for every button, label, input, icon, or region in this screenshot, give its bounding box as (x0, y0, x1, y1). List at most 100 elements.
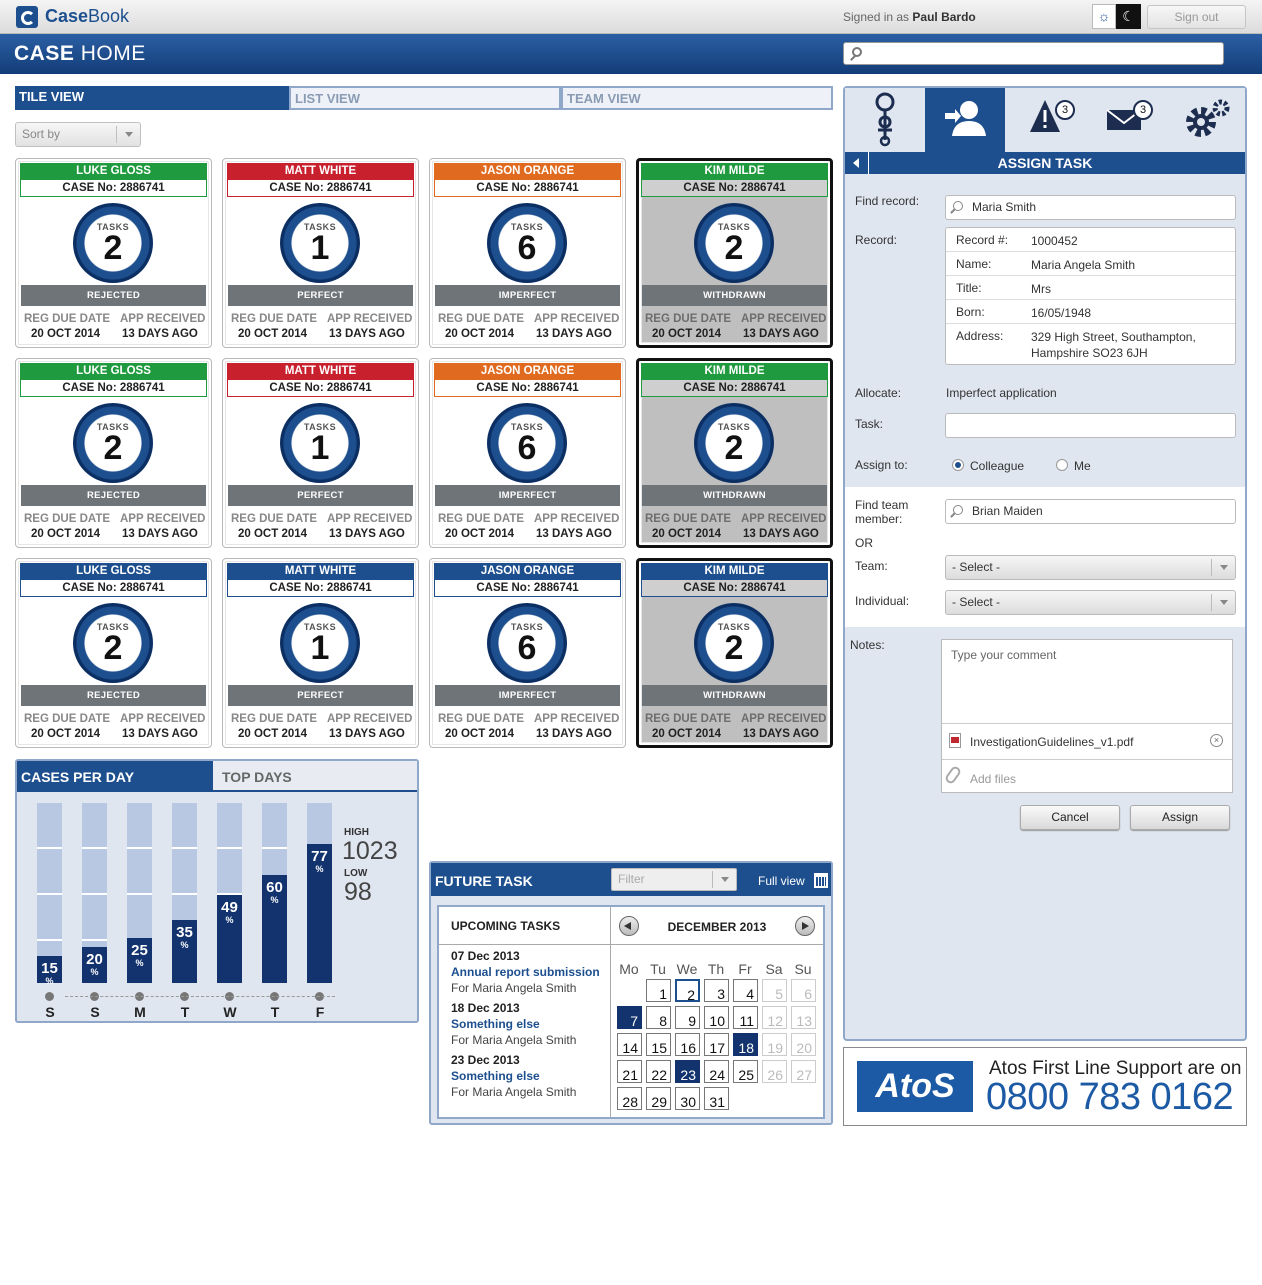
case-tile[interactable]: MATT WHITE CASE No: 2886741 TASKS 1 PERFECT R… (222, 158, 419, 348)
sort-by-select[interactable]: Sort by (15, 122, 141, 147)
assign-button[interactable]: Assign (1130, 805, 1230, 830)
record-details: Record #: 1000452 Name: Maria Angela Smith T… (945, 227, 1236, 365)
calendar-day[interactable]: 31 (704, 1087, 729, 1110)
team-select[interactable]: - Select - (945, 555, 1236, 580)
tile-client-name: LUKE GLOSS (20, 163, 207, 179)
task-title[interactable]: Something else (451, 1069, 540, 1083)
calendar-day[interactable]: 13 (791, 1006, 816, 1029)
tab-settings[interactable] (1165, 88, 1245, 152)
calendar-day[interactable]: 9 (675, 1006, 700, 1029)
tab-list-view[interactable]: LIST VIEW (289, 86, 561, 110)
calendar-day[interactable]: 8 (646, 1006, 671, 1029)
calendar-day[interactable]: 10 (704, 1006, 729, 1029)
find-team-input[interactable]: Brian Maiden (945, 499, 1236, 524)
calendar-day[interactable]: 29 (646, 1087, 671, 1110)
individual-select[interactable]: - Select - (945, 590, 1236, 615)
tasks-ring: TASKS 2 (73, 403, 153, 483)
add-files-link[interactable]: Add files (970, 772, 1017, 786)
tile-client-name: JASON ORANGE (434, 563, 621, 579)
calendar-day[interactable]: 19 (762, 1033, 787, 1056)
day-label: W (223, 1004, 237, 1020)
tile-case-number: CASE No: 2886741 (227, 579, 414, 597)
tasks-ring: TASKS 6 (487, 403, 567, 483)
calendar-day[interactable]: 20 (791, 1033, 816, 1056)
tab-mail[interactable]: 3 (1085, 88, 1165, 152)
calendar-day[interactable]: 22 (646, 1060, 671, 1083)
colleague-radio[interactable] (952, 459, 964, 471)
case-tile[interactable]: JASON ORANGE CASE No: 2886741 TASKS 6 IMPERF… (429, 358, 626, 548)
sun-icon[interactable]: ☼ (1092, 4, 1116, 29)
find-record-input[interactable]: Maria Smith (945, 195, 1236, 220)
filter-select[interactable]: Filter (611, 868, 737, 891)
calendar-icon[interactable] (814, 873, 828, 888)
attachment-row: InvestigationGuidelines_v1.pdf × (942, 723, 1232, 760)
tile-status: IMPERFECT (435, 285, 620, 306)
calendar-day[interactable]: 1 (646, 979, 671, 1002)
case-tile[interactable]: KIM MILDE CASE No: 2886741 TASKS 2 WITHDRAWN… (636, 558, 833, 748)
tab-alerts[interactable]: 3 (1005, 88, 1085, 152)
tasks-count: 1 (310, 629, 330, 667)
calendar-day[interactable]: 6 (791, 979, 816, 1002)
case-tile[interactable]: LUKE GLOSS CASE No: 2886741 TASKS 2 REJECTED… (15, 158, 212, 348)
calendar-day[interactable]: 25 (733, 1060, 758, 1083)
tab-cases-per-day[interactable]: CASES PER DAY (17, 761, 213, 792)
me-radio[interactable] (1056, 459, 1068, 471)
task-title[interactable]: Something else (451, 1017, 540, 1031)
case-tile[interactable]: MATT WHITE CASE No: 2886741 TASKS 1 PERFECT R… (222, 358, 419, 548)
calendar-day[interactable]: 3 (704, 979, 729, 1002)
calendar-day[interactable]: 21 (617, 1060, 642, 1083)
case-tile[interactable]: LUKE GLOSS CASE No: 2886741 TASKS 2 REJECTED… (15, 358, 212, 548)
search-input[interactable] (843, 42, 1224, 65)
calendar-day[interactable]: 28 (617, 1087, 642, 1110)
calendar-day[interactable]: 30 (675, 1087, 700, 1110)
calendar-day[interactable]: 27 (791, 1060, 816, 1083)
moon-icon[interactable]: ☾ (1116, 4, 1141, 29)
calendar-day[interactable]: 4 (733, 979, 758, 1002)
remove-attachment-icon[interactable]: × (1210, 734, 1223, 747)
case-tile[interactable]: JASON ORANGE CASE No: 2886741 TASKS 6 IMPERF… (429, 158, 626, 348)
calendar-day[interactable]: 12 (762, 1006, 787, 1029)
calendar-day[interactable]: 24 (704, 1060, 729, 1083)
tab-team-view[interactable]: TEAM VIEW (561, 86, 833, 110)
calendar-day[interactable]: 17 (704, 1033, 729, 1056)
calendar-day[interactable]: 11 (733, 1006, 758, 1029)
notes-textarea[interactable]: Type your comment InvestigationGuideline… (941, 639, 1233, 793)
calendar-day[interactable]: 16 (675, 1033, 700, 1056)
case-tile[interactable]: MATT WHITE CASE No: 2886741 TASKS 1 PERFECT R… (222, 558, 419, 748)
tab-assign-user[interactable] (925, 88, 1005, 152)
sign-out-button[interactable]: Sign out (1147, 5, 1246, 29)
calendar-day[interactable]: 5 (762, 979, 787, 1002)
case-tile[interactable]: KIM MILDE CASE No: 2886741 TASKS 2 WITHDRAWN… (636, 158, 833, 348)
tab-top-days[interactable]: TOP DAYS (213, 761, 417, 792)
case-tile[interactable]: LUKE GLOSS CASE No: 2886741 TASKS 2 REJECTED… (15, 558, 212, 748)
tasks-ring: TASKS 6 (487, 603, 567, 683)
calendar-day[interactable]: 26 (762, 1060, 787, 1083)
case-tile[interactable]: JASON ORANGE CASE No: 2886741 TASKS 6 IMPERF… (429, 558, 626, 748)
tab-hierarchy[interactable] (845, 88, 925, 152)
calendar-day[interactable]: 14 (617, 1033, 642, 1056)
calendar-day[interactable]: 23 (675, 1060, 700, 1083)
back-arrow-icon[interactable] (845, 152, 869, 174)
calendar-day[interactable]: 15 (646, 1033, 671, 1056)
task-title[interactable]: Annual report submission (451, 965, 600, 979)
tab-tile-view[interactable]: TILE VIEW (15, 86, 289, 110)
next-month-icon[interactable] (795, 916, 815, 936)
assign-to-label: Assign to: (855, 458, 908, 472)
cancel-button[interactable]: Cancel (1020, 805, 1120, 830)
calendar-day[interactable]: 2 (675, 979, 700, 1003)
full-view-link[interactable]: Full view (758, 874, 805, 888)
app-received-value: 13 DAYS AGO (329, 728, 405, 740)
attachment-name[interactable]: InvestigationGuidelines_v1.pdf (970, 735, 1134, 749)
record-row: Address: 329 High Street, Southampton, Ha… (946, 324, 1235, 364)
prev-month-icon[interactable] (619, 916, 639, 936)
tile-status: REJECTED (21, 685, 206, 706)
case-tile[interactable]: KIM MILDE CASE No: 2886741 TASKS 2 WITHDRAWN… (636, 358, 833, 548)
weekday-label: Sa (765, 961, 783, 977)
tasks-label: TASKS (96, 422, 130, 432)
task-input[interactable] (945, 413, 1236, 438)
reg-due-date: 20 OCT 2014 (445, 328, 515, 340)
calendar-day[interactable]: 18 (733, 1033, 758, 1056)
app-received-label: APP RECEIVED (327, 513, 413, 525)
tasks-count: 2 (724, 429, 744, 467)
calendar-day[interactable]: 7 (617, 1006, 642, 1029)
